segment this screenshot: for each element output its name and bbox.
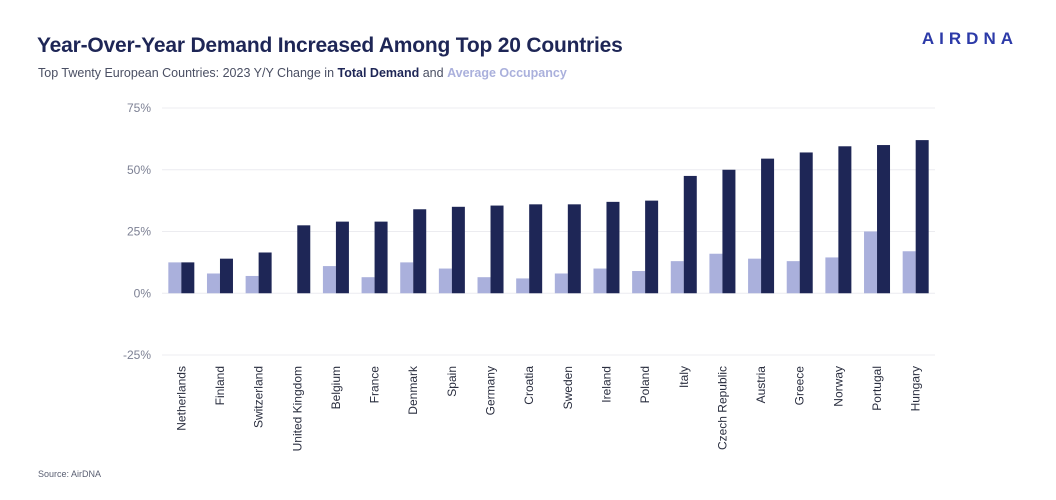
occupancy-bar [825, 257, 839, 294]
x-tick-label: Poland [638, 366, 652, 403]
occupancy-bar [400, 262, 414, 294]
x-tick-label: United Kingdom [290, 366, 304, 451]
x-tick-label: Netherlands [174, 366, 188, 431]
occupancy-bar [477, 277, 491, 294]
y-tick-label: 0% [134, 286, 152, 300]
x-tick-label: Croatia [522, 366, 536, 405]
demand-bar [413, 209, 427, 294]
x-tick-label: France [368, 366, 382, 404]
demand-bar [529, 204, 543, 294]
demand-bar [606, 201, 620, 294]
x-tick-label: Sweden [561, 366, 575, 409]
subtitle-demand-label: Total Demand [337, 66, 420, 80]
demand-bar [258, 252, 272, 294]
x-tick-label: Norway [831, 366, 845, 407]
demand-bar [877, 145, 891, 294]
demand-bar [838, 146, 852, 294]
y-tick-label: -25% [123, 348, 151, 362]
occupancy-bar [516, 278, 530, 294]
occupancy-bar [632, 271, 646, 294]
source-note: Source: AirDNA [38, 469, 102, 479]
x-tick-label: Austria [754, 366, 768, 404]
x-tick-label: Portugal [870, 366, 884, 411]
occupancy-bar [245, 275, 259, 294]
chart-subtitle: Top Twenty European Countries: 2023 Y/Y … [38, 66, 567, 80]
subtitle-occupancy-label: Average Occupancy [447, 66, 567, 80]
demand-bar [374, 221, 388, 294]
airdna-logo: AIRDNA [921, 29, 1018, 48]
x-tick-label: Finland [213, 366, 227, 405]
x-tick-label: Italy [677, 366, 691, 388]
demand-bar [567, 204, 581, 294]
x-tick-label: Spain [445, 366, 459, 397]
occupancy-bar [709, 253, 723, 294]
demand-bar [219, 258, 233, 294]
demand-bar [722, 169, 736, 294]
demand-bar [297, 225, 311, 294]
x-tick-label: Ireland [599, 366, 613, 403]
y-tick-label: 25% [127, 225, 151, 239]
demand-bar [335, 221, 349, 294]
occupancy-bar [554, 273, 568, 294]
occupancy-bar [438, 268, 452, 294]
x-tick-label: Hungary [909, 366, 923, 411]
x-tick-label: Belgium [329, 366, 343, 409]
occupancy-bar [593, 268, 607, 294]
demand-bar [181, 262, 195, 294]
x-tick-label: Denmark [406, 365, 420, 415]
x-tick-label: Greece [793, 366, 807, 406]
occupancy-bar [206, 273, 220, 294]
occupancy-bar [168, 262, 182, 294]
x-tick-label: Czech Republic [715, 366, 729, 450]
demand-bar [645, 200, 659, 294]
chart-title: Year-Over-Year Demand Increased Among To… [37, 34, 623, 57]
occupancy-bar [670, 261, 684, 294]
subtitle-and: and [419, 66, 448, 80]
occupancy-bar [902, 251, 916, 294]
demand-bar [451, 206, 465, 294]
demand-bar [490, 205, 504, 294]
occupancy-bar [864, 231, 878, 294]
subtitle-prefix: Top Twenty European Countries: 2023 Y/Y … [38, 66, 338, 80]
demand-bar [915, 140, 929, 294]
demand-bar [761, 158, 775, 294]
x-tick-label: Germany [484, 366, 498, 415]
y-tick-label: 50% [127, 163, 151, 177]
demand-bar [683, 175, 697, 294]
y-tick-label: 75% [127, 101, 151, 115]
demand-bar [799, 152, 813, 294]
occupancy-bar [748, 258, 762, 294]
occupancy-bar [361, 277, 375, 294]
occupancy-bar [786, 261, 800, 294]
occupancy-bar [322, 266, 336, 294]
x-tick-label: Switzerland [252, 366, 266, 428]
